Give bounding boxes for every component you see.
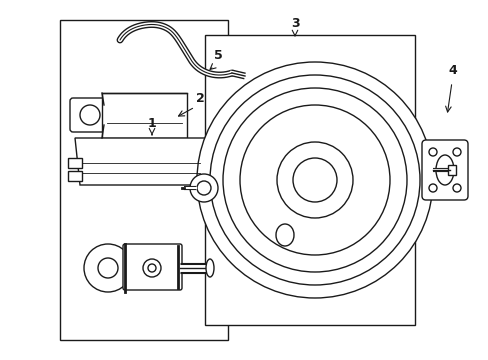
Text: 3: 3 [290, 17, 299, 30]
Ellipse shape [205, 259, 214, 277]
Circle shape [197, 181, 210, 195]
FancyBboxPatch shape [102, 93, 186, 138]
Circle shape [209, 75, 419, 285]
Bar [447, 165, 455, 175]
Bar [60, 20, 227, 340]
Circle shape [428, 184, 436, 192]
Circle shape [452, 184, 460, 192]
FancyBboxPatch shape [421, 140, 467, 200]
Circle shape [98, 258, 118, 278]
Circle shape [142, 259, 161, 277]
Circle shape [292, 158, 336, 202]
Bar [204, 35, 414, 325]
Circle shape [197, 62, 432, 298]
Circle shape [428, 148, 436, 156]
Text: 5: 5 [213, 49, 222, 62]
Circle shape [80, 105, 100, 125]
Bar [68, 158, 82, 168]
Circle shape [240, 105, 389, 255]
Text: 2: 2 [195, 92, 204, 105]
Circle shape [84, 244, 132, 292]
FancyBboxPatch shape [70, 98, 110, 132]
Text: 1: 1 [147, 117, 156, 130]
Text: 4: 4 [447, 64, 456, 77]
Bar [68, 171, 82, 181]
Ellipse shape [435, 155, 453, 185]
Circle shape [452, 148, 460, 156]
Circle shape [190, 174, 218, 202]
Polygon shape [75, 138, 207, 185]
Circle shape [223, 88, 406, 272]
Circle shape [148, 264, 156, 272]
FancyBboxPatch shape [123, 244, 182, 290]
Circle shape [276, 142, 352, 218]
